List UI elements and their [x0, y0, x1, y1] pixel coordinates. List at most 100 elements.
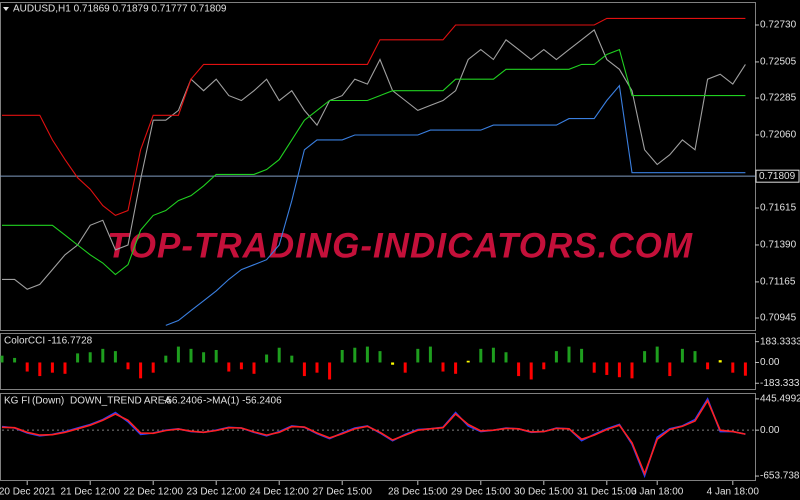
panel-frame — [0, 2, 756, 331]
bar — [365, 346, 369, 363]
x-tick-label: 24 Dec 12:00 — [249, 487, 309, 498]
bar — [403, 362, 407, 373]
bar — [378, 351, 382, 363]
series-line — [2, 29, 746, 290]
bar — [605, 362, 609, 375]
y-tick-label: 0.71615 — [760, 203, 797, 214]
bar — [340, 349, 344, 363]
bar — [504, 352, 508, 363]
bar — [693, 351, 697, 363]
x-tick-label: 31 Dec 15:00 — [577, 487, 637, 498]
indicator-value: -56.2406 — [163, 396, 203, 407]
y-tick-label: 0.72505 — [760, 57, 797, 68]
series-line — [2, 17, 746, 217]
bar — [743, 362, 747, 376]
bar — [302, 362, 306, 377]
y-tick-label: 0.72285 — [760, 93, 797, 104]
bar — [202, 352, 206, 363]
indicator-state: (Down) — [32, 396, 64, 407]
bar — [277, 347, 281, 363]
menu-arrow — [3, 7, 9, 11]
bar — [554, 351, 558, 363]
bar — [0, 355, 4, 363]
bar — [113, 351, 117, 363]
bar — [466, 360, 470, 363]
y-tick-label: 0.00 — [760, 357, 780, 368]
bar — [101, 348, 105, 363]
bar — [353, 347, 357, 363]
bar — [227, 362, 231, 372]
bar — [454, 362, 458, 374]
bar — [567, 346, 571, 363]
watermark: TOP-TRADING-INDICATORS.COM — [107, 226, 693, 265]
bar — [176, 346, 180, 363]
bar — [50, 362, 54, 373]
indicator-title: ColorCCI -116.7728 — [4, 336, 93, 347]
bar — [718, 360, 722, 363]
y-tick-label: 0.71390 — [760, 240, 797, 251]
y-tick-label: -653.7381 — [760, 471, 800, 482]
bar — [479, 348, 483, 363]
bar — [416, 348, 420, 363]
bar — [542, 362, 546, 370]
bar — [63, 362, 67, 374]
bar — [592, 362, 596, 373]
bar — [706, 362, 710, 370]
x-tick-label: 27 Dec 15:00 — [312, 487, 372, 498]
bar — [643, 351, 647, 363]
bar — [151, 362, 155, 373]
indicator-area: DOWN_TREND AREA — [70, 396, 171, 407]
panel-frame — [0, 393, 756, 481]
bar — [655, 346, 659, 363]
bar — [76, 353, 80, 363]
bar — [38, 362, 42, 377]
indicator-title: KG FI — [4, 396, 30, 407]
y-tick-label: -183.3333 — [760, 378, 800, 389]
y-tick-label: 0.72730 — [760, 20, 797, 31]
y-tick-label: 0.71165 — [760, 277, 796, 288]
bar — [88, 352, 92, 363]
bar — [668, 362, 672, 377]
x-tick-label: 21 Dec 12:00 — [60, 487, 120, 498]
x-tick-label: 3 Jan 18:00 — [631, 487, 684, 498]
bar — [214, 349, 218, 363]
y-tick-label: 0.70945 — [760, 313, 797, 324]
bar — [580, 348, 584, 363]
bar — [25, 362, 29, 372]
bar — [428, 346, 432, 363]
x-tick-label: 28 Dec 15:00 — [388, 487, 448, 498]
chart-title: AUDUSD,H1 0.71869 0.71879 0.71777 0.7180… — [13, 4, 227, 15]
bar — [328, 362, 332, 380]
bar — [529, 362, 533, 380]
bar — [252, 362, 256, 374]
bar — [630, 362, 634, 379]
bar — [391, 362, 395, 365]
y-tick-label: 445.4992 — [760, 394, 800, 405]
x-tick-label: 30 Dec 15:00 — [514, 487, 574, 498]
x-tick-label: 22 Dec 12:00 — [123, 487, 183, 498]
last-price-label: 0.71809 — [759, 171, 796, 182]
bar — [139, 362, 143, 379]
x-tick-label: 29 Dec 15:00 — [451, 487, 511, 498]
series-line — [2, 48, 746, 276]
x-tick-label: 4 Jan 18:00 — [707, 487, 760, 498]
bar — [617, 362, 621, 378]
indicator-ma: ->MA(1) -56.2406 — [203, 396, 282, 407]
bar — [265, 354, 269, 363]
last-price-box — [755, 169, 800, 183]
y-tick-label: 0.72060 — [760, 130, 797, 141]
bar — [491, 347, 495, 363]
bar — [680, 348, 684, 363]
series-line — [165, 84, 746, 326]
bar — [517, 362, 521, 377]
bar — [164, 355, 168, 363]
bar — [239, 362, 243, 370]
series-line — [1, 398, 746, 476]
x-tick-label: 23 Dec 12:00 — [186, 487, 246, 498]
bar — [731, 362, 735, 373]
bar — [13, 357, 17, 363]
bar — [189, 348, 193, 363]
y-tick-label: 183.3333 — [760, 336, 800, 347]
